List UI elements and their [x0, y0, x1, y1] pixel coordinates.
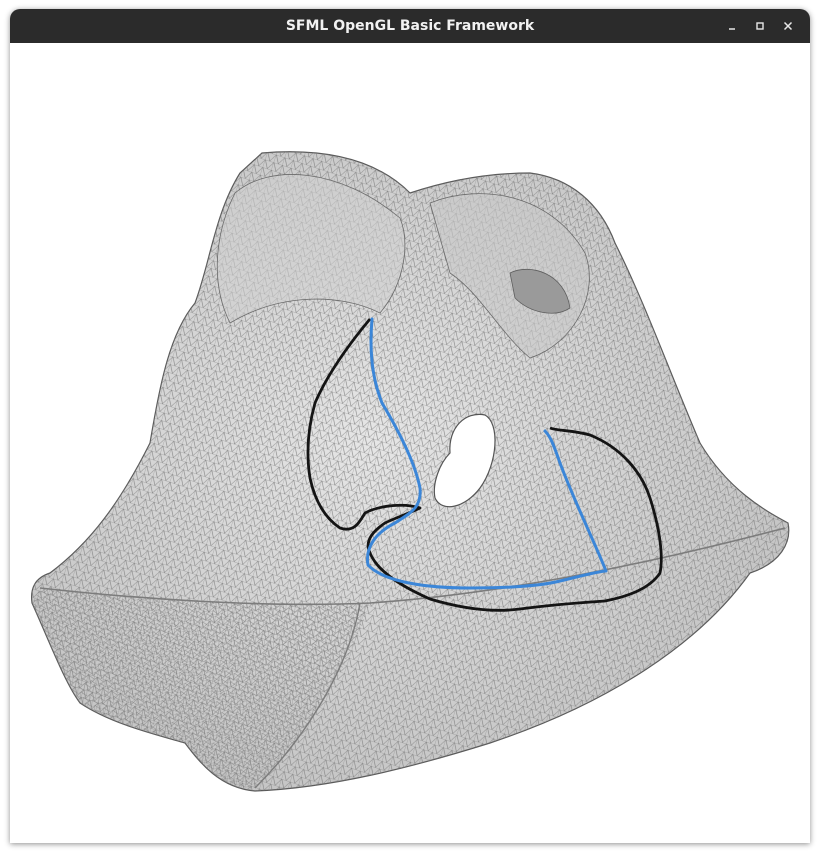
close-icon[interactable]	[774, 12, 802, 40]
title-bar[interactable]: SFML OpenGL Basic Framework	[10, 9, 810, 43]
mesh-fold-right	[429, 193, 590, 359]
mesh-overlay	[32, 588, 370, 788]
mesh-fold-top	[216, 174, 406, 324]
window-controls	[718, 9, 802, 43]
minimize-icon[interactable]	[718, 12, 746, 40]
opengl-viewport[interactable]	[10, 43, 810, 843]
app-window: SFML OpenGL Basic Framework	[10, 9, 810, 843]
window-title: SFML OpenGL Basic Framework	[285, 18, 535, 34]
mesh-hole	[433, 413, 496, 508]
geodesic-path	[365, 317, 608, 590]
mesh-render	[30, 151, 790, 792]
maximize-icon[interactable]	[746, 12, 774, 40]
boundary-loop-left	[306, 318, 663, 612]
mesh-cavity	[509, 269, 571, 314]
